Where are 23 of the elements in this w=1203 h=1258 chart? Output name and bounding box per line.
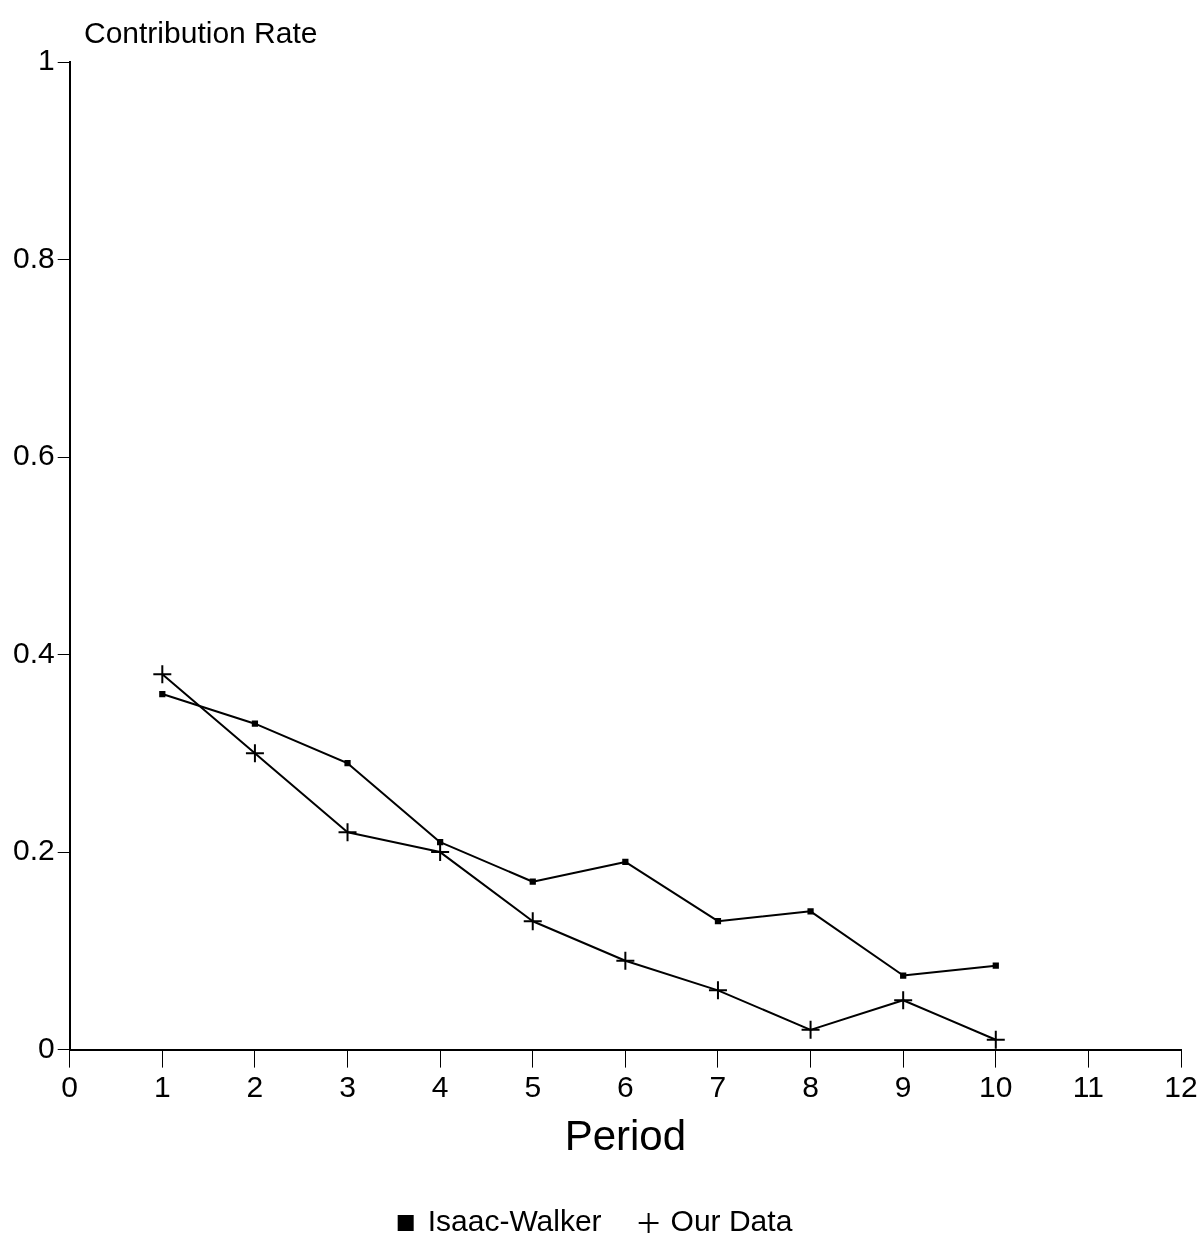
x-tick-label: 10 <box>979 1069 1013 1103</box>
y-axis-title: Contribution Rate <box>84 16 318 50</box>
legend-label: Our Data <box>670 1204 793 1238</box>
x-tick-label: 4 <box>431 1069 449 1103</box>
legend-label: Isaac-Walker <box>427 1204 602 1238</box>
y-tick-label: 0 <box>38 1030 55 1064</box>
x-axis-title: Period <box>564 1112 687 1160</box>
y-tick-label: 0.4 <box>12 635 55 669</box>
y-tick-label: 1 <box>38 43 55 77</box>
y-tick-label: 0.8 <box>12 240 55 274</box>
x-tick-label: 3 <box>339 1069 356 1103</box>
y-tick-label: 0.2 <box>12 833 55 867</box>
x-tick-label: 6 <box>617 1069 634 1103</box>
x-tick-label: 11 <box>1072 1069 1104 1103</box>
x-tick-label: 7 <box>709 1069 727 1103</box>
x-tick-label: 1 <box>153 1069 171 1103</box>
x-tick-label: 8 <box>802 1069 819 1103</box>
x-tick-label: 2 <box>246 1069 264 1103</box>
x-tick-label: 0 <box>61 1069 79 1103</box>
x-tick-label: 12 <box>1164 1069 1198 1103</box>
x-tick-label: 9 <box>894 1069 912 1103</box>
x-tick-label: 5 <box>524 1069 542 1103</box>
y-tick-label: 0.6 <box>12 438 55 472</box>
